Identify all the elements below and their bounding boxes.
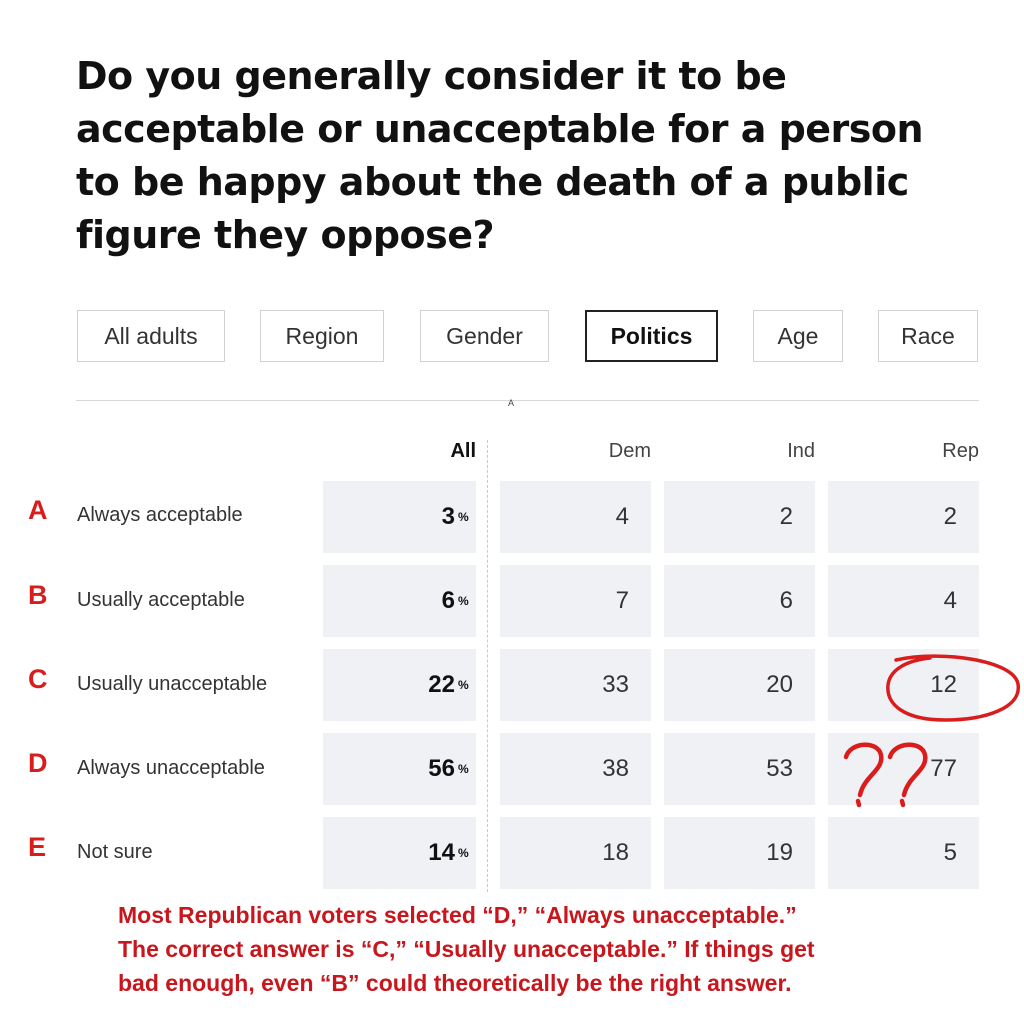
cell-ind: 19 (664, 817, 815, 889)
question-title: Do you generally consider it to be accep… (76, 54, 924, 257)
percent-sign: % (458, 510, 469, 524)
value: 56 (428, 755, 455, 782)
red-circle-annotation (886, 654, 1020, 722)
cell-dem: 38 (500, 733, 651, 805)
row-letter-e: E (28, 832, 47, 862)
row-label-usually-acceptable: Usually acceptable (77, 589, 245, 611)
note-line-1: Most Republican voters selected “D,” “Al… (118, 902, 797, 928)
percent-sign: % (458, 678, 469, 692)
cell-rep: 4 (828, 565, 979, 637)
value: 6 (441, 587, 455, 614)
cell-all: 6% (323, 565, 476, 637)
cell-dem: 7 (500, 565, 651, 637)
tabs-divider (76, 400, 979, 401)
tab-region[interactable]: Region (260, 310, 384, 362)
cell-all: 22% (323, 649, 476, 721)
cell-dem: 33 (500, 649, 651, 721)
column-header-all: All (450, 440, 476, 462)
row-letter-c: C (28, 664, 48, 694)
note-line-2: The correct answer is “C,” “Usually unac… (118, 936, 815, 962)
cell-all: 56% (323, 733, 476, 805)
column-header-dem: Dem (608, 440, 651, 462)
tab-all-adults[interactable]: All adults (77, 310, 225, 362)
value: 14 (428, 839, 455, 866)
editorial-note: Most Republican voters selected “D,” “Al… (118, 898, 918, 1000)
tab-age[interactable]: Age (753, 310, 843, 362)
row-letter-d: D (28, 748, 48, 778)
value: 22 (428, 671, 455, 698)
cell-all: 14% (323, 817, 476, 889)
percent-sign: % (458, 594, 469, 608)
cell-ind: 6 (664, 565, 815, 637)
percent-sign: % (458, 846, 469, 860)
column-header-ind: Ind (787, 440, 815, 462)
all-column-separator (487, 440, 488, 892)
question-marks-annotation (843, 742, 928, 808)
tab-race[interactable]: Race (878, 310, 978, 362)
row-letter-b: B (28, 580, 48, 610)
value: 3 (441, 503, 455, 530)
cell-rep: 12 (828, 649, 979, 721)
cell-rep: 2 (828, 481, 979, 553)
cell-all: 3% (323, 481, 476, 553)
cell-ind: 20 (664, 649, 815, 721)
cell-dem: 18 (500, 817, 651, 889)
row-label-always-unacceptable: Always unacceptable (77, 757, 265, 779)
cell-ind: 53 (664, 733, 815, 805)
cell-rep: 5 (828, 817, 979, 889)
row-letter-a: A (28, 495, 48, 525)
row-label-not-sure: Not sure (77, 841, 153, 863)
tab-politics[interactable]: Politics (585, 310, 718, 362)
tab-gender[interactable]: Gender (420, 310, 549, 362)
cell-ind: 2 (664, 481, 815, 553)
divider-marker: A (508, 398, 515, 408)
row-label-usually-unacceptable: Usually unacceptable (77, 673, 268, 695)
note-line-3: bad enough, even “B” could theoretically… (118, 970, 792, 996)
column-header-rep: Rep (942, 440, 979, 462)
row-label-always-acceptable: Always acceptable (77, 504, 243, 526)
percent-sign: % (458, 762, 469, 776)
cell-dem: 4 (500, 481, 651, 553)
